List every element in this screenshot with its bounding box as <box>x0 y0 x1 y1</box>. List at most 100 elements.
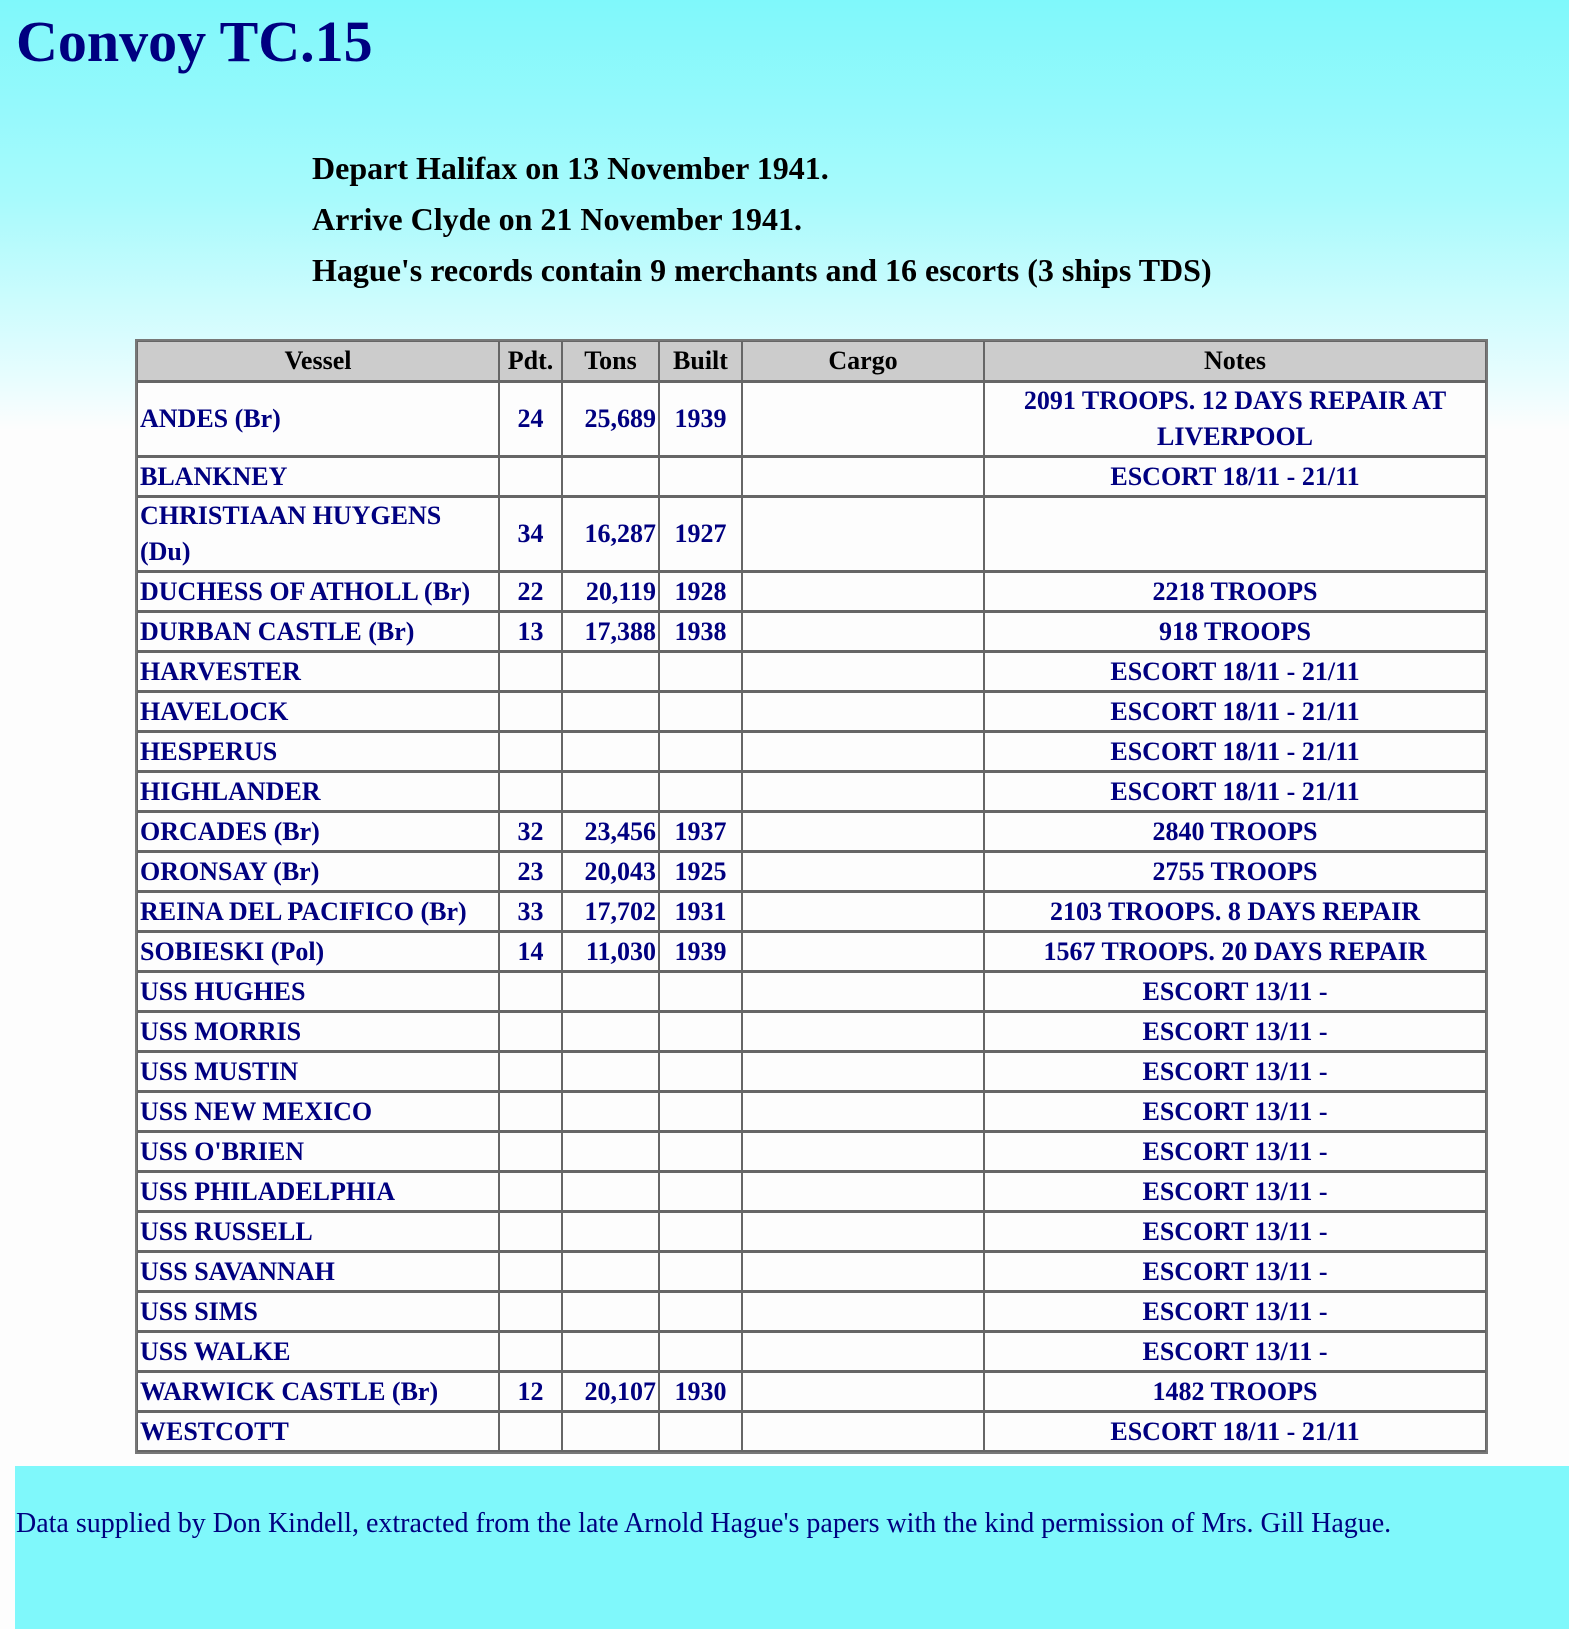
footer-band <box>15 1466 1569 1629</box>
table-row: ANDES (Br) 24 25,689 1939 2091 TROOPS. 12 DA… <box>137 382 1486 457</box>
cell-built: 1927 <box>659 497 742 572</box>
cell-pdt: 22 <box>499 572 562 612</box>
cell-notes: ESCORT 13/11 - <box>984 1012 1486 1052</box>
cell-built <box>659 652 742 692</box>
cell-vessel: WESTCOTT <box>137 1412 499 1452</box>
cell-pdt <box>499 692 562 732</box>
table-row: USS NEW MEXICO ESCORT 13/11 - <box>137 1092 1486 1132</box>
cell-pdt: 24 <box>499 382 562 457</box>
cell-tons: 25,689 <box>562 382 659 457</box>
cell-cargo <box>742 1132 984 1172</box>
footer-credit: Data supplied by Don Kindell, extracted … <box>16 1508 1392 1539</box>
cell-built <box>659 1412 742 1452</box>
cell-tons: 20,119 <box>562 572 659 612</box>
cell-cargo <box>742 852 984 892</box>
cell-pdt <box>499 652 562 692</box>
cell-vessel: DUCHESS OF ATHOLL (Br) <box>137 572 499 612</box>
cell-tons <box>562 1132 659 1172</box>
cell-built <box>659 1292 742 1332</box>
cell-vessel: ORONSAY (Br) <box>137 852 499 892</box>
cell-vessel: USS O'BRIEN <box>137 1132 499 1172</box>
cell-cargo <box>742 812 984 852</box>
cell-vessel: USS MORRIS <box>137 1012 499 1052</box>
table-row: HAVELOCK ESCORT 18/11 - 21/11 <box>137 692 1486 732</box>
cell-cargo <box>742 772 984 812</box>
cell-vessel: CHRISTIAAN HUYGENS (Du) <box>137 497 499 572</box>
table-row: SOBIESKI (Pol) 14 11,030 1939 1567 TROOPS. 2… <box>137 932 1486 972</box>
cell-cargo <box>742 497 984 572</box>
table-row: DUCHESS OF ATHOLL (Br) 22 20,119 1928 2218 T… <box>137 572 1486 612</box>
cell-built <box>659 1252 742 1292</box>
cell-built <box>659 772 742 812</box>
cell-built: 1938 <box>659 612 742 652</box>
cell-vessel: HESPERUS <box>137 732 499 772</box>
cell-tons <box>562 1292 659 1332</box>
cell-notes: ESCORT 13/11 - <box>984 1172 1486 1212</box>
cell-notes: ESCORT 18/11 - 21/11 <box>984 457 1486 497</box>
cell-notes: ESCORT 18/11 - 21/11 <box>984 652 1486 692</box>
cell-notes: 2840 TROOPS <box>984 812 1486 852</box>
cell-built <box>659 1052 742 1092</box>
cell-tons: 20,043 <box>562 852 659 892</box>
cell-tons <box>562 772 659 812</box>
cell-vessel: USS RUSSELL <box>137 1212 499 1252</box>
cell-notes: ESCORT 13/11 - <box>984 1052 1486 1092</box>
cell-built <box>659 1132 742 1172</box>
table-row: HIGHLANDER ESCORT 18/11 - 21/11 <box>137 772 1486 812</box>
cell-tons <box>562 652 659 692</box>
cell-cargo <box>742 572 984 612</box>
cell-cargo <box>742 1252 984 1292</box>
cell-built: 1939 <box>659 932 742 972</box>
cell-tons <box>562 972 659 1012</box>
cell-pdt: 12 <box>499 1372 562 1412</box>
cell-pdt: 32 <box>499 812 562 852</box>
cell-pdt <box>499 1012 562 1052</box>
cell-pdt <box>499 1412 562 1452</box>
table-row: USS HUGHES ESCORT 13/11 - <box>137 972 1486 1012</box>
table-row: DURBAN CASTLE (Br) 13 17,388 1938 918 TROOPS <box>137 612 1486 652</box>
cell-pdt <box>499 1212 562 1252</box>
cell-pdt <box>499 972 562 1012</box>
cell-pdt <box>499 1172 562 1212</box>
cell-built: 1939 <box>659 382 742 457</box>
cell-built <box>659 1172 742 1212</box>
cell-vessel: USS SAVANNAH <box>137 1252 499 1292</box>
cell-cargo <box>742 1092 984 1132</box>
cell-vessel: ANDES (Br) <box>137 382 499 457</box>
cell-built <box>659 1332 742 1372</box>
cell-tons: 16,287 <box>562 497 659 572</box>
cell-built <box>659 457 742 497</box>
cell-notes: 918 TROOPS <box>984 612 1486 652</box>
depart-info: Depart Halifax on 13 November 1941. <box>312 150 829 186</box>
table-header: Vessel Pdt. Tons Built Cargo Notes <box>137 341 1486 382</box>
cell-tons <box>562 1012 659 1052</box>
cell-vessel: USS WALKE <box>137 1332 499 1372</box>
cell-cargo <box>742 972 984 1012</box>
cell-tons <box>562 1052 659 1092</box>
cell-tons: 17,702 <box>562 892 659 932</box>
cell-pdt: 23 <box>499 852 562 892</box>
records-info: Hague's records contain 9 merchants and … <box>312 252 1212 288</box>
cell-tons <box>562 732 659 772</box>
cell-built <box>659 732 742 772</box>
cell-notes: 2218 TROOPS <box>984 572 1486 612</box>
table-row: USS SIMS ESCORT 13/11 - <box>137 1292 1486 1332</box>
table-row: CHRISTIAAN HUYGENS (Du) 34 16,287 1927 <box>137 497 1486 572</box>
cell-notes: ESCORT 13/11 - <box>984 972 1486 1012</box>
cell-pdt <box>499 732 562 772</box>
cell-notes: 2755 TROOPS <box>984 852 1486 892</box>
cell-notes: ESCORT 13/11 - <box>984 1092 1486 1132</box>
cell-notes: ESCORT 18/11 - 21/11 <box>984 1412 1486 1452</box>
cell-cargo <box>742 1412 984 1452</box>
table-row: ORONSAY (Br) 23 20,043 1925 2755 TROOPS <box>137 852 1486 892</box>
cell-notes: ESCORT 13/11 - <box>984 1212 1486 1252</box>
cell-vessel: ORCADES (Br) <box>137 812 499 852</box>
cell-pdt: 13 <box>499 612 562 652</box>
cell-vessel: HAVELOCK <box>137 692 499 732</box>
table-row: USS O'BRIEN ESCORT 13/11 - <box>137 1132 1486 1172</box>
cell-tons: 17,388 <box>562 612 659 652</box>
cell-notes: ESCORT 13/11 - <box>984 1132 1486 1172</box>
cell-cargo <box>742 892 984 932</box>
cell-cargo <box>742 1052 984 1092</box>
cell-cargo <box>742 1172 984 1212</box>
